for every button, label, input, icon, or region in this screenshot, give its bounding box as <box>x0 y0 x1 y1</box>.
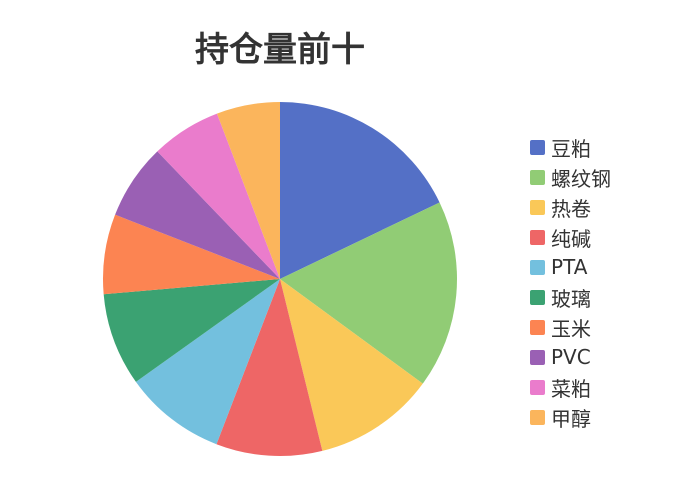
legend-item[interactable]: 甲醇 <box>530 402 611 432</box>
legend-label: 螺纹钢 <box>551 166 611 191</box>
pie-slice-4[interactable] <box>135 279 280 445</box>
legend-label: 豆粕 <box>551 136 591 161</box>
pie-slice-9[interactable] <box>216 102 280 279</box>
legend-label: 热卷 <box>551 196 591 221</box>
legend-label: 菜粕 <box>551 376 591 401</box>
pie-slice-6[interactable] <box>103 214 280 295</box>
legend-item[interactable]: 菜粕 <box>530 372 611 402</box>
pie-slice-7[interactable] <box>115 151 281 279</box>
legend-swatch <box>530 259 545 275</box>
pie-slice-1[interactable] <box>280 202 458 384</box>
legend-swatch <box>530 139 545 155</box>
legend-swatch <box>530 409 545 425</box>
legend-swatch <box>530 289 545 305</box>
legend-swatch <box>530 199 545 215</box>
legend-label: PTA <box>551 255 588 279</box>
pie-slice-8[interactable] <box>157 113 280 279</box>
legend-item[interactable]: 玻璃 <box>530 282 611 312</box>
legend-swatch <box>530 379 545 395</box>
legend-item[interactable]: 玉米 <box>530 312 611 342</box>
legend-item[interactable]: 豆粕 <box>530 132 611 162</box>
legend-swatch <box>530 319 545 335</box>
legend-label: 纯碱 <box>551 226 591 251</box>
legend-item[interactable]: PVC <box>530 342 611 372</box>
legend-label: 玻璃 <box>551 286 591 311</box>
legend-swatch <box>530 169 545 185</box>
legend-item[interactable]: 螺纹钢 <box>530 162 611 192</box>
legend-swatch <box>530 349 545 365</box>
chart-title: 持仓量前十 <box>195 30 365 70</box>
pie-slice-3[interactable] <box>216 279 323 457</box>
legend: 豆粕螺纹钢热卷纯碱 PTA 玻璃玉米 PVC 菜粕甲醇 <box>530 132 611 432</box>
legend-item[interactable]: 纯碱 <box>530 222 611 252</box>
legend-label: PVC <box>551 345 591 369</box>
legend-swatch <box>530 229 545 245</box>
legend-label: 玉米 <box>551 316 591 341</box>
legend-label: 甲醇 <box>551 406 591 431</box>
legend-item[interactable]: PTA <box>530 252 611 282</box>
pie-slice-0[interactable] <box>280 102 440 279</box>
pie-slice-2[interactable] <box>280 279 423 451</box>
pie-slice-5[interactable] <box>103 279 280 382</box>
legend-item[interactable]: 热卷 <box>530 192 611 222</box>
